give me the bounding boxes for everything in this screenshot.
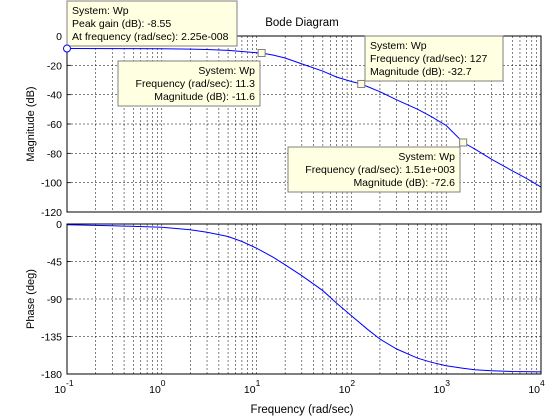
svg-text:4: 4 [540, 378, 545, 388]
datatip-text: Magnitude (dB): -32.7 [370, 66, 472, 78]
datatip-text: Magnitude (dB): -72.6 [353, 177, 455, 189]
y-tick-label: -100 [41, 178, 62, 190]
y-tick-label: -40 [47, 90, 62, 102]
x-tick-label: 101 [244, 378, 261, 396]
svg-text:1: 1 [256, 378, 261, 388]
datatip-text: Frequency (rad/sec): 1.51e+003 [305, 164, 455, 176]
y-tick-label: -80 [47, 148, 62, 160]
svg-text:10: 10 [54, 384, 66, 396]
x-tick-label: 102 [339, 378, 356, 396]
datatip-marker[interactable] [357, 79, 366, 88]
y-tick-label: 0 [56, 31, 62, 43]
datatip-text: System: Wp [198, 65, 255, 77]
y-tick-label: -90 [47, 294, 62, 306]
x-tick-label: 103 [434, 378, 451, 396]
y-tick-label: -20 [47, 60, 62, 72]
y-tick-label: -45 [47, 257, 62, 269]
datatip-box [364, 35, 504, 82]
datatip-text: Frequency (rad/sec): 11.3 [136, 78, 256, 90]
x-axis-label: Frequency (rad/sec) [251, 404, 354, 416]
datatip-text: Peak gain (dB): -8.55 [72, 18, 171, 30]
datatip-text: At frequency (rad/sec): 2.25e-008 [72, 31, 229, 43]
chart-title: Bode Diagram [265, 17, 339, 29]
datatip-box [117, 60, 261, 107]
magnitude-y-axis-label: Magnitude (dB) [25, 86, 37, 161]
svg-text:0: 0 [161, 378, 166, 388]
svg-text:3: 3 [445, 378, 450, 388]
svg-text:2: 2 [350, 378, 355, 388]
phase-y-axis-label: Phase (deg) [25, 269, 37, 329]
y-tick-label: -60 [47, 119, 62, 131]
phase-grid [67, 224, 541, 374]
y-tick-label: -180 [41, 369, 62, 381]
datatip-text: Frequency (rad/sec): 127 [370, 53, 487, 65]
y-tick-label: -120 [41, 207, 62, 219]
x-tick-label: 10-1 [54, 378, 74, 396]
datatip-marker[interactable] [257, 49, 266, 58]
svg-text:-1: -1 [66, 378, 74, 388]
x-tick-label: 104 [528, 378, 545, 396]
phase-line [66, 224, 542, 373]
svg-text:10: 10 [528, 384, 540, 396]
y-tick-label: -135 [41, 332, 62, 344]
svg-text:10: 10 [244, 384, 256, 396]
svg-text:10: 10 [339, 384, 351, 396]
datatip-text: System: Wp [370, 40, 427, 52]
datatip-text: System: Wp [72, 5, 129, 17]
datatip-text: Magnitude (dB): -11.6 [154, 91, 255, 103]
svg-text:10: 10 [149, 384, 161, 396]
datatip-box [287, 146, 461, 193]
y-tick-label: 0 [56, 219, 62, 231]
datatip-text: System: Wp [398, 151, 455, 163]
datatip-marker[interactable] [63, 44, 71, 53]
datatip-marker[interactable] [459, 138, 468, 147]
datatip-box [66, 0, 238, 47]
svg-text:10: 10 [434, 384, 446, 396]
x-tick-label: 100 [149, 378, 166, 396]
magnitude-line [66, 48, 542, 188]
